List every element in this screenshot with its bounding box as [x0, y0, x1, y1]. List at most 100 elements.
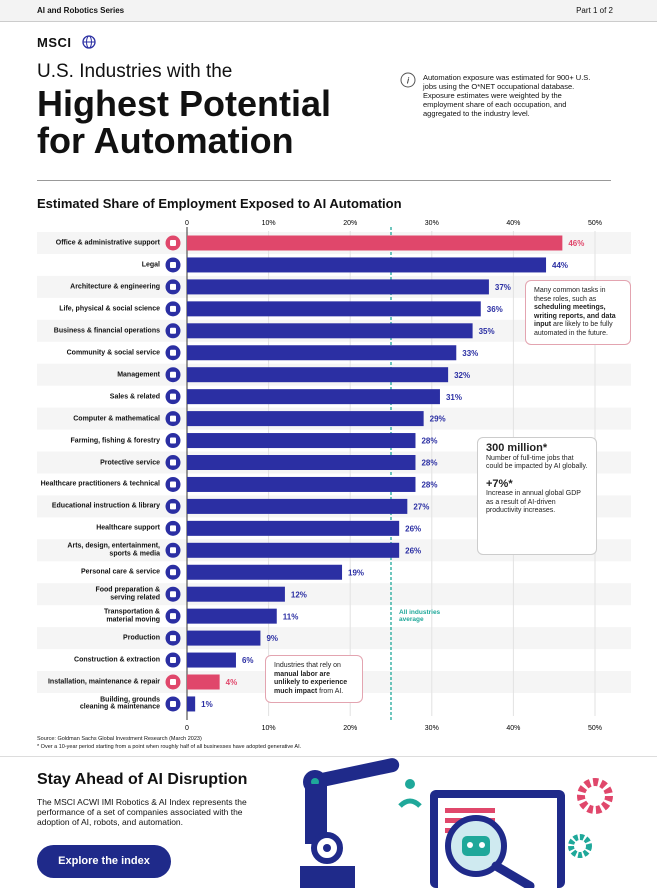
- reference-label: All industries average: [399, 609, 441, 623]
- bar: [187, 520, 400, 536]
- annotation-text: scheduling meetings, writing reports, an…: [534, 304, 616, 328]
- category-icon-glyph: [170, 437, 176, 444]
- category-icon-glyph: [170, 261, 176, 268]
- annotation-text: Many common tasks in these roles, such a…: [534, 287, 606, 303]
- annotation: Industries that rely on manual labor are…: [265, 655, 363, 703]
- category-label: Personal care & service: [81, 568, 160, 576]
- bar: [187, 455, 416, 470]
- chart-title: Estimated Share of Employment Exposed to…: [37, 196, 402, 211]
- illustration: [300, 758, 613, 888]
- stats-box: 300 million* Number of full-time jobs th…: [477, 437, 597, 555]
- category-label: Sales & related: [109, 392, 160, 400]
- category-icon-glyph: [170, 547, 176, 554]
- x-tick-label: 10%: [262, 725, 276, 732]
- brand: MSCI: [37, 35, 72, 50]
- category-icon-glyph: [170, 591, 176, 598]
- bar: [187, 630, 261, 646]
- bar: [187, 542, 400, 558]
- x-tick-label: 20%: [343, 725, 357, 732]
- category-label: Office & administrative support: [55, 239, 160, 247]
- footer-text: The MSCI ACWI IMI Robotics & AI Index re…: [37, 797, 247, 827]
- category-icon-glyph: [170, 349, 176, 356]
- category-icon-glyph: [170, 283, 176, 290]
- bar: [187, 696, 196, 712]
- value-label: 28%: [421, 437, 437, 446]
- category-icon-glyph: [170, 459, 176, 466]
- divider: [37, 180, 611, 181]
- info-icon: i: [400, 72, 416, 88]
- brand-globe: [82, 35, 96, 49]
- category-label: Architecture & engineering: [70, 283, 160, 291]
- category-label: Protective service: [100, 458, 160, 466]
- stat-value: +7%*: [486, 477, 513, 490]
- value-label: 6%: [242, 656, 254, 665]
- category-label: Food preparation & serving related: [95, 586, 160, 602]
- divider: [0, 756, 657, 757]
- bar: [187, 323, 473, 339]
- bar: [187, 498, 408, 514]
- top-strip: [0, 0, 657, 22]
- bar: [187, 652, 236, 668]
- value-label: 26%: [405, 546, 421, 555]
- value-label: 33%: [462, 349, 478, 358]
- annotation: Many common tasks in these roles, such a…: [525, 280, 631, 345]
- category-icon-glyph: [170, 481, 176, 488]
- bar: [187, 586, 285, 602]
- bar: [187, 367, 449, 383]
- bar: [187, 411, 424, 427]
- bar: [187, 301, 481, 317]
- category-icon-glyph: [170, 569, 176, 576]
- svg-text:i: i: [407, 75, 410, 85]
- value-label: 4%: [226, 678, 238, 687]
- category-label: Construction & extraction: [74, 656, 160, 664]
- category-label: Computer & mathematical: [73, 414, 160, 422]
- source: Source: Goldman Sachs Global Investment …: [37, 736, 202, 742]
- bar: [187, 608, 277, 624]
- info-text: Automation exposure was estimated for 90…: [423, 73, 591, 118]
- explore-button[interactable]: Explore the index: [37, 845, 171, 878]
- value-label: 12%: [291, 590, 307, 599]
- category-label: Educational instruction & library: [51, 502, 160, 510]
- stat-text: Increase in annual global GDP as a resul…: [486, 490, 581, 514]
- bar: [187, 389, 440, 405]
- value-label: 28%: [421, 459, 437, 468]
- series-label: AI and Robotics Series: [37, 6, 125, 15]
- value-label: 28%: [421, 481, 437, 490]
- category-icon-glyph: [170, 613, 176, 620]
- x-tick-label: 0: [185, 725, 189, 732]
- x-tick-label: 40%: [506, 220, 520, 227]
- category-label: Healthcare support: [96, 524, 160, 532]
- category-icon-glyph: [170, 700, 176, 707]
- bar: [187, 279, 489, 295]
- category-label: Building, grounds cleaning & maintenance: [79, 696, 160, 711]
- annotation-text: Industries that rely on: [274, 662, 341, 669]
- category-label: Management: [117, 370, 160, 378]
- annotation-text: manual labor are unlikely to experience …: [274, 670, 348, 695]
- stat-text: Number of full-time jobs that could be i…: [486, 454, 588, 471]
- value-label: 27%: [413, 503, 429, 512]
- x-tick-label: 30%: [425, 220, 439, 227]
- footnote: * Over a 10-year period starting from a …: [37, 744, 302, 750]
- category-icon-glyph: [170, 503, 176, 510]
- annotation-text: from AI.: [317, 687, 344, 695]
- category-label: Healthcare practitioners & technical: [40, 480, 160, 488]
- value-label: 1%: [201, 700, 213, 709]
- bar: [187, 476, 416, 492]
- category-label: Production: [123, 634, 160, 642]
- bar: [187, 257, 547, 273]
- value-label: 36%: [487, 305, 503, 314]
- footer-title: Stay Ahead of AI Disruption: [37, 771, 248, 788]
- x-tick-label: 0: [185, 220, 189, 227]
- value-label: 35%: [479, 327, 495, 336]
- category-label: Business & financial operations: [53, 327, 160, 335]
- category-label: Life, physical & social science: [59, 305, 160, 313]
- category-icon-glyph: [170, 371, 176, 378]
- value-label: 37%: [495, 283, 511, 292]
- category-icon-glyph: [170, 327, 176, 334]
- value-label: 9%: [266, 634, 278, 643]
- stat-value: 300 million*: [486, 442, 548, 454]
- title-main: Highest Potential for Automation: [37, 83, 332, 161]
- value-label: 46%: [568, 239, 584, 248]
- x-tick-label: 30%: [425, 725, 439, 732]
- category-icon-glyph: [170, 679, 176, 685]
